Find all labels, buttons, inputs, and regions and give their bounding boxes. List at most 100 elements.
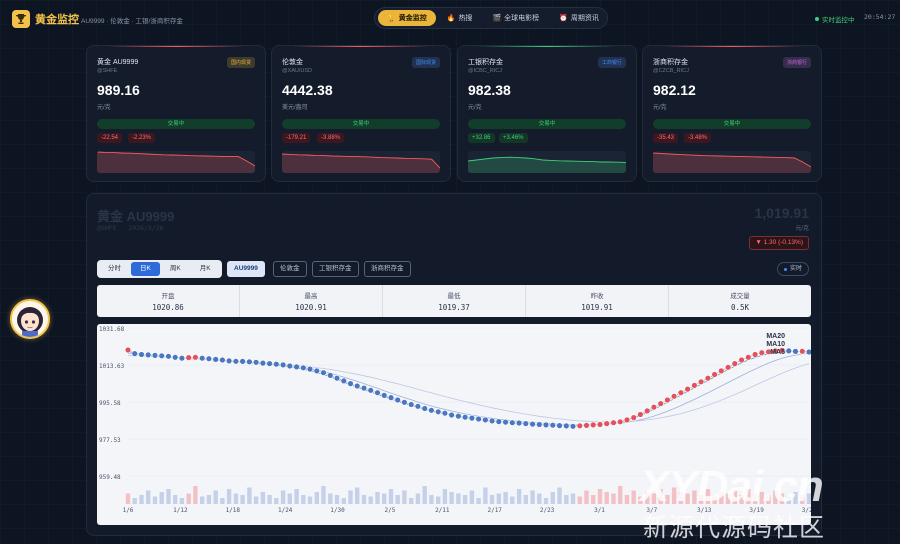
volume-bar <box>631 490 636 504</box>
volume-bar <box>712 496 717 504</box>
y-tick-label: 959.48 <box>99 474 121 481</box>
alarm-clock-icon: ⏰ <box>559 15 568 22</box>
nav-item-0[interactable]: 🏆 黄金监控 <box>378 10 436 26</box>
volume-bar <box>476 498 481 504</box>
price-point <box>569 423 577 430</box>
realtime-button[interactable]: 实时 <box>776 262 809 276</box>
nav-item-3[interactable]: ⏰ 周期资讯 <box>550 10 608 26</box>
trading-status-badge: 交易中 <box>282 119 440 129</box>
volume-bar <box>564 495 569 504</box>
price-card-2[interactable]: 工银积存金 @ICBC_RICJ 工商银行 982.38 元/克 交易中 +32.86 +3.… <box>457 45 637 182</box>
price-point <box>697 378 705 385</box>
volume-bar <box>543 498 549 504</box>
price-point <box>630 414 637 421</box>
watermark-caption: 新源代源码社区 <box>643 513 826 542</box>
volume-bar <box>489 495 495 504</box>
price-point <box>259 359 267 367</box>
volume-bar <box>786 496 791 504</box>
top-bar: 黄金监控 AU9999 · 伦敦金 · 工银/浙商积存金 🏆 黄金监控 🔥 热搜 🎬 全球… <box>0 0 900 36</box>
price-card-3[interactable]: 浙商积存金 @CZCB_RICJ 浙商银行 982.12 元/克 交易中 -35.43 -3.… <box>642 45 822 182</box>
sparkline-svg <box>97 151 255 173</box>
ma-line-ma20 <box>127 355 810 423</box>
price-point <box>785 347 792 355</box>
volume-bar <box>752 493 758 504</box>
y-tick-label: 977.53 <box>99 437 121 444</box>
card-price: 989.16 <box>97 82 140 98</box>
price-point <box>745 354 752 361</box>
price-point <box>124 346 132 354</box>
nav-item-1[interactable]: 🔥 热搜 <box>438 10 482 26</box>
card-change-amount: -22.54 <box>97 133 123 143</box>
sparkline-area <box>282 154 440 173</box>
price-point <box>488 417 496 425</box>
price-point <box>509 419 516 426</box>
live-status-label: 实时监控中 <box>822 17 855 24</box>
realtime-dot-icon <box>783 267 787 271</box>
period-tab-3[interactable]: 月K <box>199 265 211 272</box>
x-tick-label: 3/25 <box>802 507 811 514</box>
volume-bar <box>307 496 313 504</box>
volume-bar <box>698 495 704 504</box>
period-tab-0[interactable]: 分时 <box>108 265 121 272</box>
stat-label: 成交量 <box>730 293 750 300</box>
volume-bar <box>125 493 131 504</box>
stat-cell-0: 开盘 1020.86 <box>97 285 240 317</box>
volume-bar <box>206 495 212 504</box>
nav-item-label: 热搜 <box>458 15 473 22</box>
period-tab-2[interactable]: 周K <box>169 265 181 272</box>
instrument-pill-0[interactable]: AU9999 <box>227 261 265 277</box>
price-point <box>192 354 199 361</box>
price-point <box>165 353 172 360</box>
volume-bar <box>510 496 515 504</box>
price-point <box>448 411 455 419</box>
volume-bar <box>388 489 394 504</box>
volume-bar <box>645 492 650 504</box>
volume-bar <box>442 489 448 504</box>
instrument-pill-2[interactable]: 工银积存金 <box>312 261 359 277</box>
card-price: 982.38 <box>468 82 511 98</box>
price-point <box>144 351 152 359</box>
volume-bar <box>611 493 616 504</box>
price-card-0[interactable]: 黄金 AU9999 @SHFE 国内现货 989.16 元/克 交易中 -22.54 -2.2… <box>86 45 266 182</box>
price-point <box>232 358 240 365</box>
volume-bar <box>557 487 562 504</box>
volume-bar <box>186 493 191 504</box>
nav-item-label: 黄金监控 <box>398 15 427 22</box>
volume-bar <box>193 486 198 504</box>
price-card-1[interactable]: 伦敦金 @XAU/USD 国际现货 4442.38 美元/盎司 交易中 -179.21 -3.… <box>271 45 451 182</box>
period-switcher: 分时 日K 周K 月K <box>97 260 222 278</box>
price-point <box>711 371 718 378</box>
nav-item-label: 周期资讯 <box>570 15 599 22</box>
card-price: 4442.38 <box>282 82 333 98</box>
price-point <box>657 400 664 407</box>
volume-bar <box>247 487 252 504</box>
price-point <box>131 350 138 357</box>
volume-bar <box>280 490 286 504</box>
panel-price: 1,019.91 <box>754 205 810 221</box>
price-chart[interactable]: 1031.68 1013.63 995.58 977.53 959.48 1/6 1/12 1… <box>97 324 811 525</box>
volume-bar <box>773 490 778 504</box>
volume-bar <box>253 496 259 504</box>
price-point <box>522 420 529 427</box>
fire-icon: 🔥 <box>446 15 456 22</box>
card-unit: 元/克 <box>97 105 111 111</box>
nav-item-2[interactable]: 🎬 全球电影榜 <box>483 10 548 26</box>
price-point <box>313 367 321 375</box>
price-point <box>455 412 462 420</box>
assistant-avatar[interactable] <box>10 299 50 339</box>
instrument-pill-1[interactable]: 伦敦金 <box>273 261 307 277</box>
live-status: 实时监控中 <box>815 14 855 24</box>
price-point <box>482 416 489 424</box>
volume-bar <box>678 492 684 504</box>
legend-ma10: MA10 <box>766 341 785 348</box>
price-point <box>286 362 294 370</box>
period-tab-1[interactable]: 日K <box>131 262 160 276</box>
volume-bar <box>429 495 434 504</box>
card-sparkline <box>468 151 626 173</box>
card-change-amount: +32.86 <box>468 133 495 143</box>
instrument-pill-3[interactable]: 浙商积存金 <box>364 261 411 277</box>
price-point <box>347 380 354 387</box>
card-name: 黄金 AU9999 <box>97 59 139 66</box>
stat-label: 开盘 <box>161 293 175 300</box>
brand-subtitle: AU9999 · 伦敦金 · 工银/浙商积存金 <box>81 18 183 25</box>
